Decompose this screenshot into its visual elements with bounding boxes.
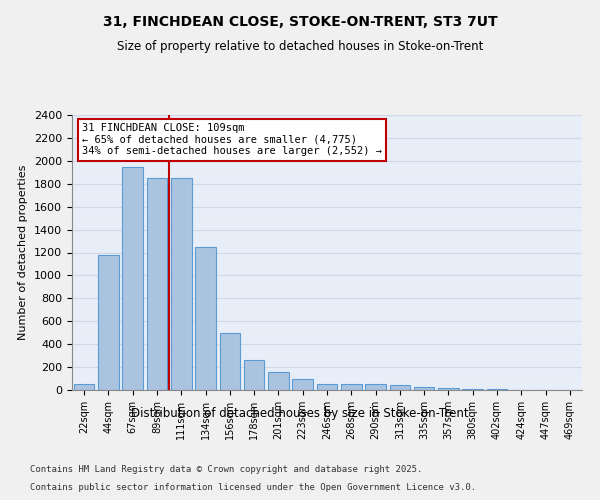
Bar [122,166,143,390]
Text: Distribution of detached houses by size in Stoke-on-Trent: Distribution of detached houses by size … [131,408,469,420]
Bar [98,256,119,390]
Bar [74,384,94,390]
Text: Contains HM Land Registry data © Crown copyright and database right 2025.: Contains HM Land Registry data © Crown c… [30,465,422,474]
Bar [220,332,240,390]
Bar [195,247,216,390]
Bar [365,384,386,390]
Bar [463,389,483,390]
Text: Size of property relative to detached houses in Stoke-on-Trent: Size of property relative to detached ho… [117,40,483,53]
Bar [317,384,337,390]
Bar [341,384,362,390]
Text: 31 FINCHDEAN CLOSE: 109sqm
← 65% of detached houses are smaller (4,775)
34% of s: 31 FINCHDEAN CLOSE: 109sqm ← 65% of deta… [82,123,382,156]
Bar [414,386,434,390]
Y-axis label: Number of detached properties: Number of detached properties [19,165,28,340]
Text: Contains public sector information licensed under the Open Government Licence v3: Contains public sector information licen… [30,482,476,492]
Bar [268,372,289,390]
Bar [438,388,459,390]
Bar [389,386,410,390]
Bar [146,178,167,390]
Bar [244,360,265,390]
Bar [292,378,313,390]
Bar [171,178,191,390]
Text: 31, FINCHDEAN CLOSE, STOKE-ON-TRENT, ST3 7UT: 31, FINCHDEAN CLOSE, STOKE-ON-TRENT, ST3… [103,15,497,29]
